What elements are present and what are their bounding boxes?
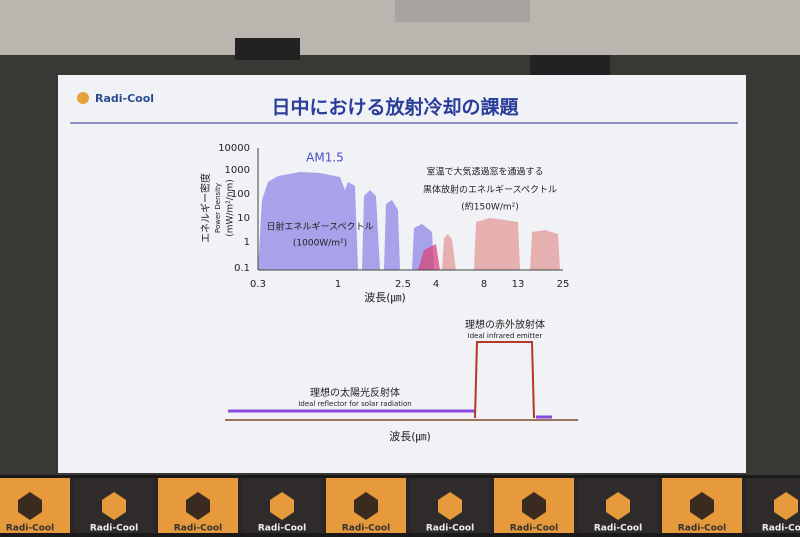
x-tick-label: 0.3 — [250, 279, 266, 290]
solar-spectrum — [362, 190, 380, 270]
banner-logo: Radi-Cool — [6, 524, 54, 534]
banner-logo-icon — [354, 492, 378, 520]
banner-logo: Radi-Cool — [426, 524, 474, 534]
x-axis-label: 波長(㎛) — [389, 430, 431, 443]
banner-logo-icon — [102, 492, 126, 520]
x-tick-label: 2.5 — [395, 279, 411, 290]
banner-logo-icon — [18, 492, 42, 520]
banner-logo-icon — [270, 492, 294, 520]
banner-logo: Radi-Cool — [594, 524, 642, 534]
blackbody-label: 黒体放射のエネルギースペクトル — [423, 184, 557, 196]
blackbody-spectrum — [418, 244, 440, 270]
am-label: AM1.5 — [306, 151, 344, 165]
emitter-label-en: Ideal infrared emitter — [468, 332, 543, 340]
x-tick-label: 13 — [512, 279, 525, 290]
spectrum-plot — [257, 148, 563, 271]
banner-logo: Radi-Cool — [762, 524, 800, 534]
ceiling-panel — [395, 0, 530, 22]
logo-icon — [77, 92, 89, 104]
x-tick-label: 25 — [557, 279, 570, 290]
logo: Radi-Cool — [95, 92, 154, 105]
slide — [58, 75, 746, 473]
ceiling-speaker — [235, 38, 300, 60]
x-tick-label: 8 — [481, 279, 487, 290]
solar-power: (1000W/m²) — [293, 239, 347, 249]
banner-logo: Radi-Cool — [174, 524, 222, 534]
x-tick-label: 1 — [335, 279, 341, 290]
y-tick-label: 10 — [237, 213, 250, 224]
blackbody-spectrum — [474, 218, 520, 270]
emitter-label: 理想の赤外放射体 — [465, 318, 545, 331]
banner-logo-icon — [690, 492, 714, 520]
y-tick-label: 100 — [231, 189, 250, 200]
solar-spectrum — [258, 172, 358, 270]
y-tick-label: 10000 — [218, 143, 250, 154]
y-tick-label: 1000 — [225, 165, 250, 176]
x-axis-label: 波長(㎛) — [364, 291, 406, 304]
banner-logo-icon — [186, 492, 210, 520]
banner-logo: Radi-Cool — [90, 524, 138, 534]
reflector-label: 理想の太陽光反射体 — [310, 386, 400, 399]
y-tick-label: 0.1 — [234, 263, 250, 274]
banner-logo-icon — [606, 492, 630, 520]
blackbody-label: (約150W/m²) — [461, 201, 519, 213]
blackbody-label: 室温で大気透過窓を通過する — [426, 166, 543, 178]
banner-logo: Radi-Cool — [510, 524, 558, 534]
y-axis-label-en: Power Density — [214, 183, 222, 233]
banner-logo: Radi-Cool — [678, 524, 726, 534]
reflector-label-en: Ideal reflector for solar radiation — [298, 400, 411, 408]
y-tick-label: 1 — [244, 237, 250, 248]
y-axis-label: エネルギー密度 — [199, 173, 212, 243]
solar-label: 日射エネルギースペクトル — [267, 221, 374, 233]
blackbody-spectrum — [530, 230, 560, 270]
slide-title: 日中における放射冷却の課題 — [271, 96, 519, 119]
banner-logo-icon — [774, 492, 798, 520]
blackbody-spectrum — [442, 234, 456, 270]
banner-logo-icon — [522, 492, 546, 520]
banner-logo: Radi-Cool — [258, 524, 306, 534]
emitter-line — [474, 341, 535, 419]
y-axis-unit: (mW/m²/nm) — [226, 179, 236, 237]
x-tick-label: 4 — [433, 279, 439, 290]
banner-logo-icon — [438, 492, 462, 520]
banner-logo: Radi-Cool — [342, 524, 390, 534]
ceiling-speaker — [530, 55, 610, 77]
solar-spectrum — [384, 200, 400, 270]
